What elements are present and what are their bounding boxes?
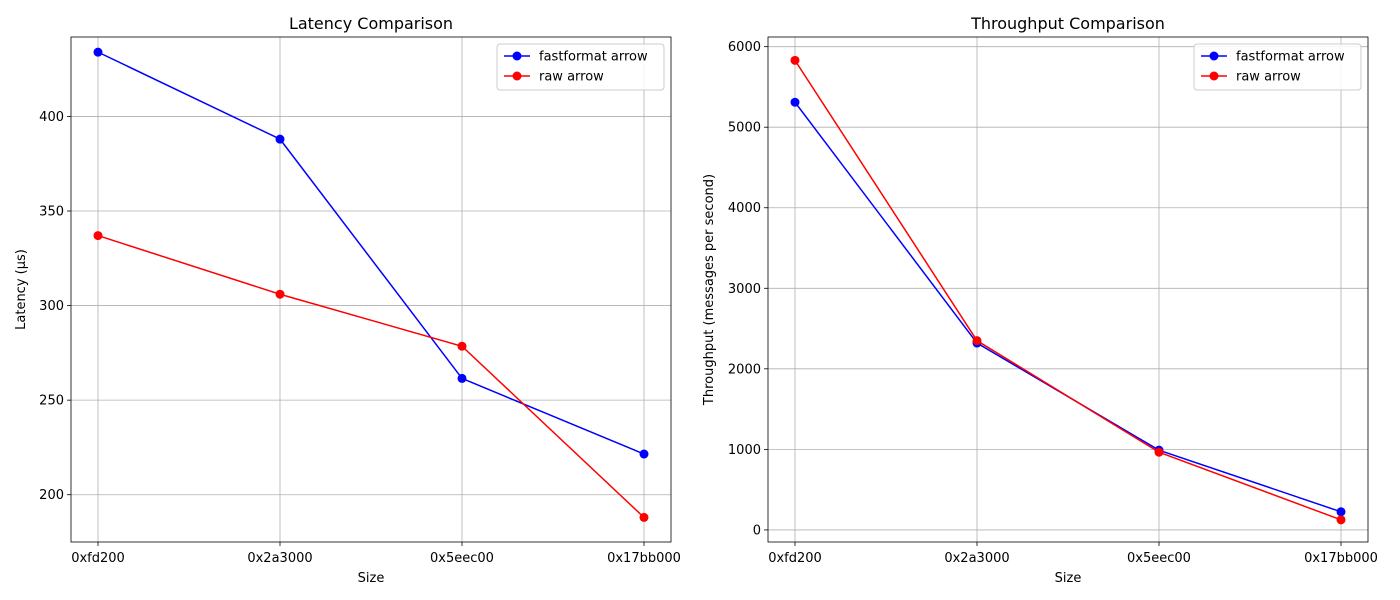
- y-tick-label: 300: [39, 299, 64, 314]
- legend: fastformat arrow raw arrow: [1193, 43, 1362, 91]
- x-axis-label: Size: [1055, 571, 1082, 586]
- x-tick-label: 0x2a3000: [944, 551, 1009, 566]
- x-tick-label: 0x17bb000: [607, 551, 681, 566]
- data-point: [972, 336, 982, 346]
- x-tick-label: 0x5eec00: [430, 551, 494, 566]
- series-line-2: [97, 234, 645, 518]
- series-line-1: [794, 101, 1342, 513]
- data-point: [790, 97, 800, 107]
- legend: fastformat arrow raw arrow: [496, 43, 665, 91]
- data-point: [275, 134, 285, 144]
- series-line-2: [794, 59, 1342, 521]
- legend-box: [1193, 43, 1362, 91]
- legend-label: raw arrow: [539, 70, 604, 85]
- x-tick-label: 0x2a3000: [247, 551, 312, 566]
- legend-label: raw arrow: [1236, 70, 1301, 85]
- series-line-1: [97, 51, 645, 455]
- data-point: [790, 55, 800, 65]
- y-tick-label: 6000: [728, 40, 761, 55]
- data-point: [639, 512, 649, 522]
- data-point: [1336, 515, 1346, 525]
- legend-swatch-marker: [1209, 71, 1219, 81]
- legend-swatch-marker: [512, 51, 522, 61]
- data-point: [639, 449, 649, 459]
- y-axis-label: Throughput (messages per second): [702, 174, 717, 406]
- y-tick-label: 1000: [728, 443, 761, 458]
- x-tick-label: 0x5eec00: [1127, 551, 1191, 566]
- y-tick-label: 0: [753, 523, 761, 538]
- x-tick-label: 0xfd200: [768, 551, 822, 566]
- data-point: [457, 373, 467, 383]
- data-point: [1154, 447, 1164, 457]
- legend-label: fastformat arrow: [539, 50, 648, 65]
- x-axis-label: Size: [358, 571, 385, 586]
- legend-swatch-marker: [512, 71, 522, 81]
- chart-title: Latency Comparison: [289, 14, 453, 33]
- plot-frame: [767, 36, 1369, 543]
- legend-label: fastformat arrow: [1236, 50, 1345, 65]
- legend-box: [496, 43, 665, 91]
- y-tick-label: 250: [39, 394, 64, 409]
- x-tick-label: 0xfd200: [71, 551, 125, 566]
- data-point: [1336, 507, 1346, 517]
- chart-panel-2: 0xfd200 0x2a3000 0x5eec00 0x17bb000 0 1000 200…: [702, 14, 1378, 586]
- y-tick-label: 400: [39, 110, 64, 125]
- legend-swatch-marker: [1209, 51, 1219, 61]
- y-tick-label: 350: [39, 205, 64, 220]
- y-tick-label: 2000: [728, 362, 761, 377]
- y-tick-label: 4000: [728, 201, 761, 216]
- data-point: [275, 289, 285, 299]
- data-point: [93, 47, 103, 57]
- y-tick-label: 3000: [728, 282, 761, 297]
- data-point: [457, 341, 467, 351]
- chart-title: Throughput Comparison: [970, 14, 1165, 33]
- x-tick-label: 0x17bb000: [1304, 551, 1378, 566]
- chart-panel-1: 0xfd200 0x2a3000 0x5eec00 0x17bb000 200 250 30…: [14, 14, 681, 586]
- y-tick-label: 200: [39, 488, 64, 503]
- data-point: [93, 231, 103, 241]
- plot-frame: [70, 36, 672, 543]
- y-tick-label: 5000: [728, 121, 761, 136]
- y-axis-label: Latency (µs): [14, 249, 29, 330]
